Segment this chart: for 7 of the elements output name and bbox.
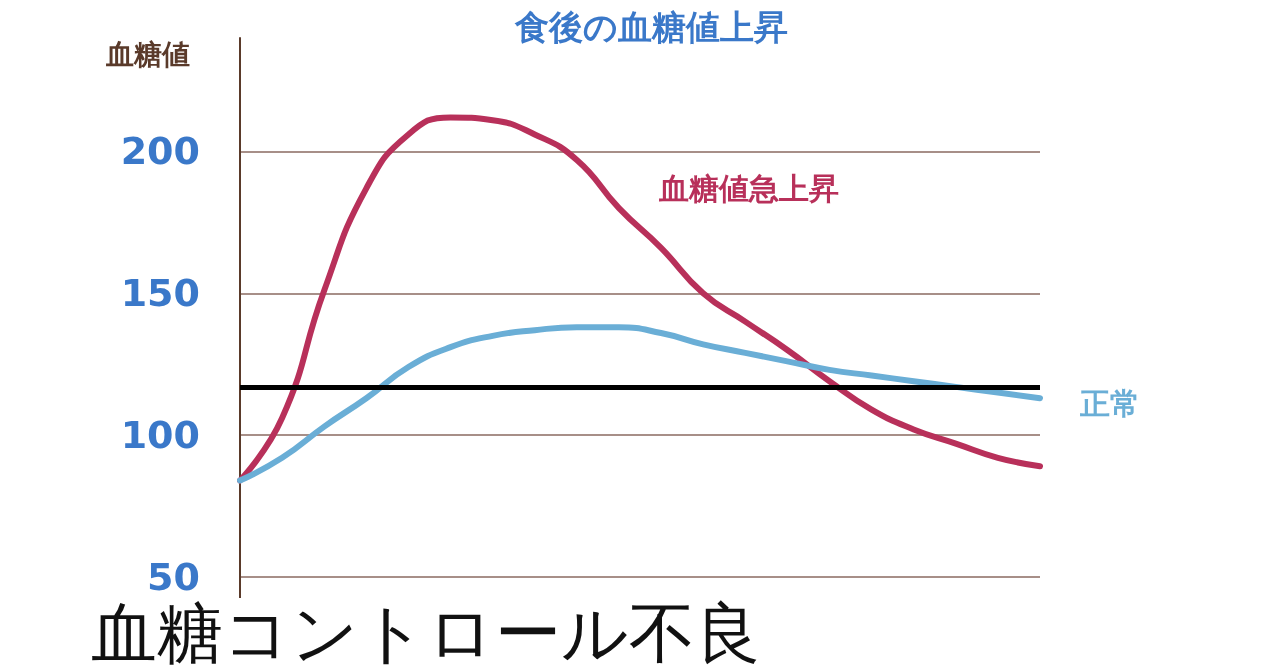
y-axis-title: 血糖値 (105, 37, 190, 71)
y-tick-label: 100 (120, 413, 200, 458)
chart-title: 食後の血糖値上昇 (514, 7, 788, 47)
y-tick-label: 200 (120, 129, 200, 174)
y-tick-label: 150 (120, 271, 200, 316)
series-label: 正常 (1079, 385, 1140, 421)
series-label: 血糖値急上昇 (657, 170, 839, 206)
